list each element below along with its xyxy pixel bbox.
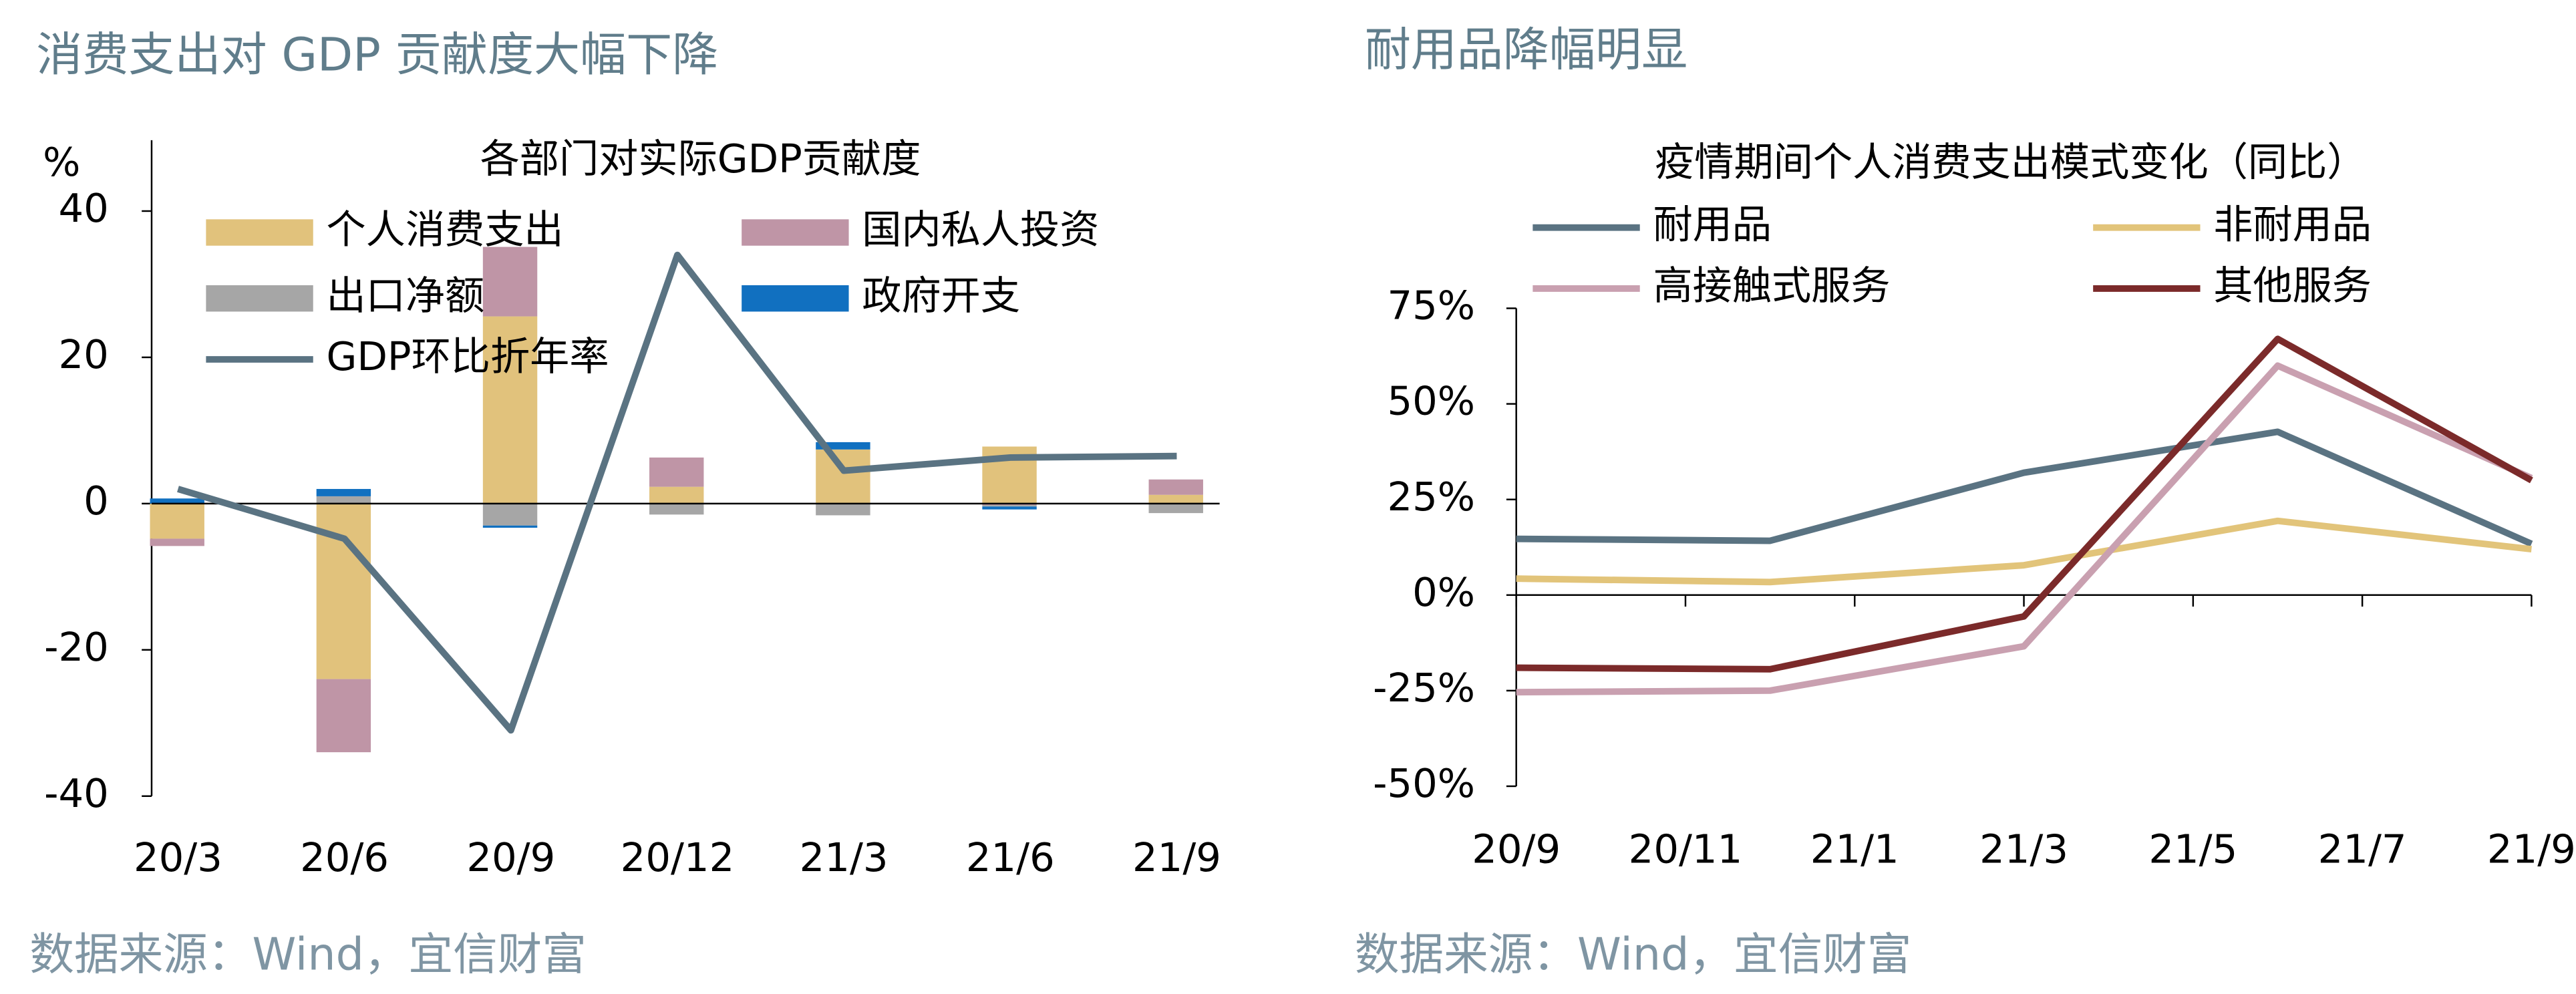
- bar: [649, 457, 704, 487]
- legend-label: 耐用品: [1653, 202, 1772, 248]
- x-tick-label: 21/3: [1979, 826, 2068, 872]
- bar: [150, 503, 204, 539]
- legend-label: 其他服务: [2213, 263, 2372, 309]
- y-tick-label: 0%: [1412, 569, 1475, 615]
- y-tick-label: 40: [58, 185, 108, 231]
- x-tick-label: 20/11: [1629, 826, 1743, 872]
- y-tick-label: 75%: [1387, 283, 1475, 329]
- chart-subtitle: 各部门对实际GDP贡献度: [480, 136, 921, 182]
- y-tick-label: 25%: [1387, 474, 1475, 520]
- legend-label: 非耐用品: [2213, 202, 2372, 248]
- bar: [482, 525, 538, 528]
- y-tick-label: -20: [44, 624, 109, 670]
- bar: [816, 503, 870, 516]
- legend-swatch: [742, 219, 849, 246]
- bar: [482, 246, 538, 317]
- line-series: [1516, 335, 2533, 673]
- line-series: [1516, 428, 2533, 547]
- chart-title: 耐用品降幅明显: [1365, 23, 1687, 77]
- y-tick-label: -25%: [1373, 665, 1475, 711]
- bar: [816, 442, 870, 450]
- chart-title: 消费支出对 GDP 贡献度大幅下降: [36, 29, 718, 82]
- x-tick-label: 20/12: [621, 834, 735, 880]
- bar: [1148, 479, 1203, 495]
- legend-swatch: [742, 285, 849, 312]
- source: 数据来源：Wind，宜信财富: [29, 929, 586, 981]
- x-tick-label: 20/3: [134, 834, 222, 880]
- legend-label: 个人消费支出: [326, 206, 563, 253]
- x-tick-label: 20/6: [300, 834, 389, 880]
- bar: [649, 486, 704, 504]
- chart-subtitle: 疫情期间个人消费支出模式变化（同比）: [1655, 139, 2366, 185]
- y-axis-label: %: [43, 139, 80, 185]
- bar: [982, 506, 1037, 510]
- line-series: [1516, 517, 2532, 586]
- legend-label: 国内私人投资: [862, 206, 1099, 253]
- x-tick-label: 21/1: [1810, 826, 1899, 872]
- bar: [316, 488, 371, 496]
- bar: [649, 503, 704, 515]
- legend-swatch: [206, 285, 313, 312]
- y-tick-label: 20: [58, 331, 108, 377]
- legend-label: 出口净额: [326, 273, 484, 319]
- legend-label: 政府开支: [862, 273, 1020, 319]
- x-tick-label: 21/7: [2318, 826, 2407, 872]
- y-tick-label: -40: [44, 770, 109, 816]
- bar: [316, 496, 371, 504]
- y-tick-label: 0: [84, 478, 109, 524]
- bar: [482, 316, 538, 504]
- bar: [982, 505, 1037, 507]
- bar: [816, 449, 870, 504]
- line-series: [177, 251, 1177, 734]
- x-tick-label: 20/9: [1472, 826, 1561, 872]
- x-tick-label: 21/5: [2148, 826, 2237, 872]
- x-tick-label: 21/9: [1132, 834, 1221, 880]
- x-tick-label: 21/9: [2487, 826, 2576, 872]
- y-tick-label: -50%: [1373, 760, 1475, 806]
- x-tick-label: 21/6: [966, 834, 1055, 880]
- legend-label: 高接触式服务: [1653, 263, 1890, 309]
- y-tick-label: 50%: [1387, 378, 1475, 424]
- x-tick-label: 20/9: [466, 834, 555, 880]
- legend-label: GDP环比折年率: [326, 333, 609, 379]
- bar: [150, 498, 204, 504]
- bar: [1148, 494, 1203, 504]
- bar: [316, 679, 371, 753]
- line-series: [1516, 362, 2533, 696]
- source: 数据来源：Wind，宜信财富: [1355, 929, 1912, 981]
- legend-swatch: [206, 219, 313, 246]
- bar: [1148, 503, 1203, 514]
- x-tick-label: 21/3: [800, 834, 889, 880]
- bar: [482, 503, 538, 526]
- bar: [150, 538, 204, 546]
